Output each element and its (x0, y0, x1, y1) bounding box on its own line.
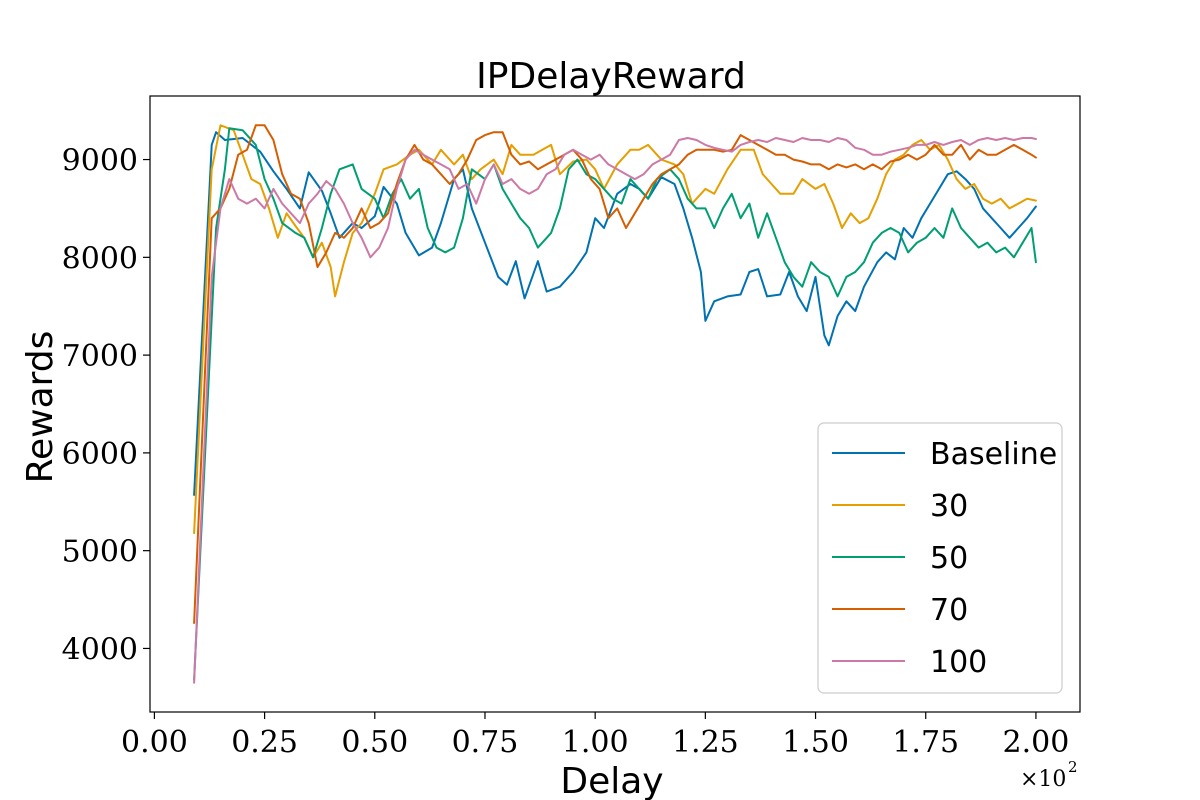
x-tick-label: 1.75 (892, 725, 959, 760)
y-axis-label: Rewards (20, 331, 61, 484)
legend: Baseline 30 50 70 100 (817, 422, 1063, 694)
y-tick-label: 5000 (62, 535, 138, 570)
legend-label: 70 (930, 593, 968, 628)
series-line-3 (193, 124, 1037, 624)
x-axis-multiplier: ×10 2 (1020, 758, 1078, 792)
legend-box (817, 422, 1063, 694)
series-line-4 (193, 137, 1037, 684)
x-tick-label: 1.25 (672, 725, 739, 760)
legend-label: 50 (930, 541, 968, 576)
plot-frame (149, 95, 1081, 713)
legend-label: 30 (930, 489, 968, 524)
y-tick-label: 9000 (62, 144, 138, 179)
series-line-2 (193, 127, 1037, 681)
legend-entries: Baseline 30 50 70 100 (832, 437, 1057, 680)
y-tick-label: 8000 (62, 241, 138, 276)
plot-area (149, 95, 1081, 713)
x-axis-ticks: 0.00 0.25 0.50 0.75 1.00 1.25 1.50 1.75 2.00 (121, 712, 1069, 760)
x-tick-label: 1.00 (562, 725, 629, 760)
series-layer (193, 124, 1037, 684)
x-tick-label: 0.75 (452, 725, 519, 760)
x-tick-label: 2.00 (1003, 725, 1070, 760)
y-tick-label: 7000 (62, 339, 138, 374)
chart-title: IPDelayReward (476, 56, 746, 97)
y-axis-ticks: 4000 5000 6000 7000 8000 9000 (62, 144, 150, 667)
x-tick-label: 0.00 (121, 725, 188, 760)
x-multiplier-exponent: 2 (1068, 758, 1078, 776)
x-tick-label: 0.25 (231, 725, 298, 760)
x-multiplier-base: ×10 (1020, 767, 1066, 792)
legend-label: Baseline (930, 437, 1057, 472)
x-tick-label: 1.50 (782, 725, 849, 760)
y-tick-label: 4000 (62, 632, 138, 667)
x-tick-label: 0.50 (341, 725, 408, 760)
x-axis-label: Delay (560, 761, 663, 800)
y-tick-label: 6000 (62, 437, 138, 472)
legend-label: 100 (930, 645, 987, 680)
